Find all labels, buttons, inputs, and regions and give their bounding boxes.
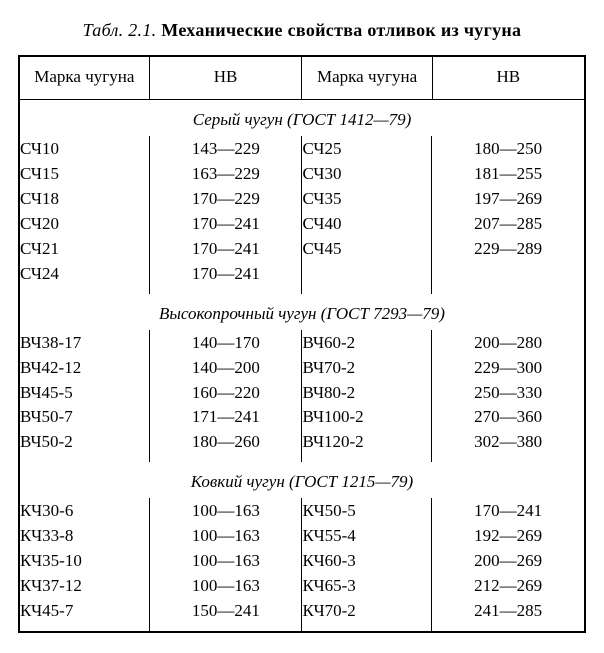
- hb-cell: 160—220: [150, 381, 302, 406]
- hb-cell: 163—229: [150, 162, 302, 187]
- section-title: Ковкий чугун (ГОСТ 1215—79): [20, 462, 584, 498]
- grade-cell: ВЧ100-2: [302, 405, 432, 430]
- grade-cell: ВЧ38-17: [20, 330, 150, 356]
- grade-cell: СЧ30: [302, 162, 432, 187]
- grade-cell: СЧ25: [302, 136, 432, 162]
- hb-cell: 170—241: [432, 498, 584, 524]
- table-row: СЧ20170—241СЧ40207—285: [20, 212, 584, 237]
- grade-cell: СЧ15: [20, 162, 150, 187]
- table-row: СЧ24170—241: [20, 262, 584, 294]
- col-header-grade-1: Марка чугуна: [19, 56, 149, 100]
- hb-cell: 229—289: [432, 237, 584, 262]
- grade-cell: КЧ70-2: [302, 599, 432, 631]
- hb-cell: 241—285: [432, 599, 584, 631]
- hb-cell: 170—229: [150, 187, 302, 212]
- grade-cell: ВЧ60-2: [302, 330, 432, 356]
- grade-cell: ВЧ45-5: [20, 381, 150, 406]
- table-row: СЧ15163—229СЧ30181—255: [20, 162, 584, 187]
- hb-cell: 170—241: [150, 237, 302, 262]
- hb-cell: 200—269: [432, 549, 584, 574]
- grade-cell: СЧ40: [302, 212, 432, 237]
- table-row: КЧ37-12100—163КЧ65-3212—269: [20, 574, 584, 599]
- hb-cell: 140—200: [150, 356, 302, 381]
- grade-cell: КЧ37-12: [20, 574, 150, 599]
- grade-cell: ВЧ42-12: [20, 356, 150, 381]
- table-caption: Табл. 2.1. Механические свойства отливок…: [18, 20, 586, 41]
- hb-cell: 171—241: [150, 405, 302, 430]
- grade-cell: КЧ55-4: [302, 524, 432, 549]
- grade-cell: ВЧ50-2: [20, 430, 150, 462]
- caption-label: Табл. 2.1.: [83, 20, 157, 40]
- grade-cell: СЧ35: [302, 187, 432, 212]
- hb-cell: 100—163: [150, 498, 302, 524]
- grade-cell: СЧ18: [20, 187, 150, 212]
- grade-cell: СЧ24: [20, 262, 150, 294]
- grade-cell: КЧ35-10: [20, 549, 150, 574]
- grade-cell: КЧ45-7: [20, 599, 150, 631]
- hb-cell: 212—269: [432, 574, 584, 599]
- grade-cell: СЧ45: [302, 237, 432, 262]
- table-row: ВЧ42-12140—200ВЧ70-2229—300: [20, 356, 584, 381]
- grade-cell: ВЧ80-2: [302, 381, 432, 406]
- table-row: ВЧ50-7171—241ВЧ100-2270—360: [20, 405, 584, 430]
- hb-cell: 302—380: [432, 430, 584, 462]
- col-header-grade-2: Марка чугуна: [302, 56, 432, 100]
- hb-cell: 180—260: [150, 430, 302, 462]
- hb-cell: 100—163: [150, 574, 302, 599]
- hb-cell: 207—285: [432, 212, 584, 237]
- hb-cell: [432, 262, 584, 294]
- hb-cell: 140—170: [150, 330, 302, 356]
- hb-cell: 170—241: [150, 262, 302, 294]
- grade-cell: КЧ65-3: [302, 574, 432, 599]
- hb-cell: 192—269: [432, 524, 584, 549]
- table-row: КЧ45-7150—241КЧ70-2241—285: [20, 599, 584, 631]
- grade-cell: [302, 262, 432, 294]
- table-row: СЧ18170—229СЧ35197—269: [20, 187, 584, 212]
- table-row: ВЧ38-17140—170ВЧ60-2200—280: [20, 330, 584, 356]
- hb-cell: 229—300: [432, 356, 584, 381]
- hb-cell: 250—330: [432, 381, 584, 406]
- hb-cell: 170—241: [150, 212, 302, 237]
- grade-cell: ВЧ50-7: [20, 405, 150, 430]
- hb-cell: 270—360: [432, 405, 584, 430]
- grade-cell: СЧ20: [20, 212, 150, 237]
- properties-table: Марка чугуна НВ Марка чугуна НВ Серый чу…: [18, 55, 586, 633]
- table-row: ВЧ45-5160—220ВЧ80-2250—330: [20, 381, 584, 406]
- hb-cell: 150—241: [150, 599, 302, 631]
- grade-cell: КЧ50-5: [302, 498, 432, 524]
- grade-cell: КЧ60-3: [302, 549, 432, 574]
- hb-cell: 180—250: [432, 136, 584, 162]
- hb-cell: 100—163: [150, 524, 302, 549]
- caption-title: Механические свойства отливок из чугуна: [161, 20, 521, 40]
- grade-cell: СЧ21: [20, 237, 150, 262]
- grade-cell: СЧ10: [20, 136, 150, 162]
- hb-cell: 200—280: [432, 330, 584, 356]
- hb-cell: 197—269: [432, 187, 584, 212]
- col-header-hb-2: НВ: [432, 56, 585, 100]
- header-row: Марка чугуна НВ Марка чугуна НВ: [19, 56, 585, 100]
- table-row: ВЧ50-2180—260ВЧ120-2302—380: [20, 430, 584, 462]
- grade-cell: ВЧ120-2: [302, 430, 432, 462]
- table-row: КЧ30-6100—163КЧ50-5170—241: [20, 498, 584, 524]
- table-row: КЧ35-10100—163КЧ60-3200—269: [20, 549, 584, 574]
- section-title: Высокопрочный чугун (ГОСТ 7293—79): [20, 294, 584, 330]
- hb-cell: 100—163: [150, 549, 302, 574]
- grade-cell: КЧ30-6: [20, 498, 150, 524]
- grade-cell: КЧ33-8: [20, 524, 150, 549]
- hb-cell: 181—255: [432, 162, 584, 187]
- table-row: КЧ33-8100—163КЧ55-4192—269: [20, 524, 584, 549]
- grade-cell: ВЧ70-2: [302, 356, 432, 381]
- section-title: Серый чугун (ГОСТ 1412—79): [20, 100, 584, 136]
- table-row: СЧ10143—229СЧ25180—250: [20, 136, 584, 162]
- table-row: СЧ21170—241СЧ45229—289: [20, 237, 584, 262]
- hb-cell: 143—229: [150, 136, 302, 162]
- col-header-hb-1: НВ: [149, 56, 302, 100]
